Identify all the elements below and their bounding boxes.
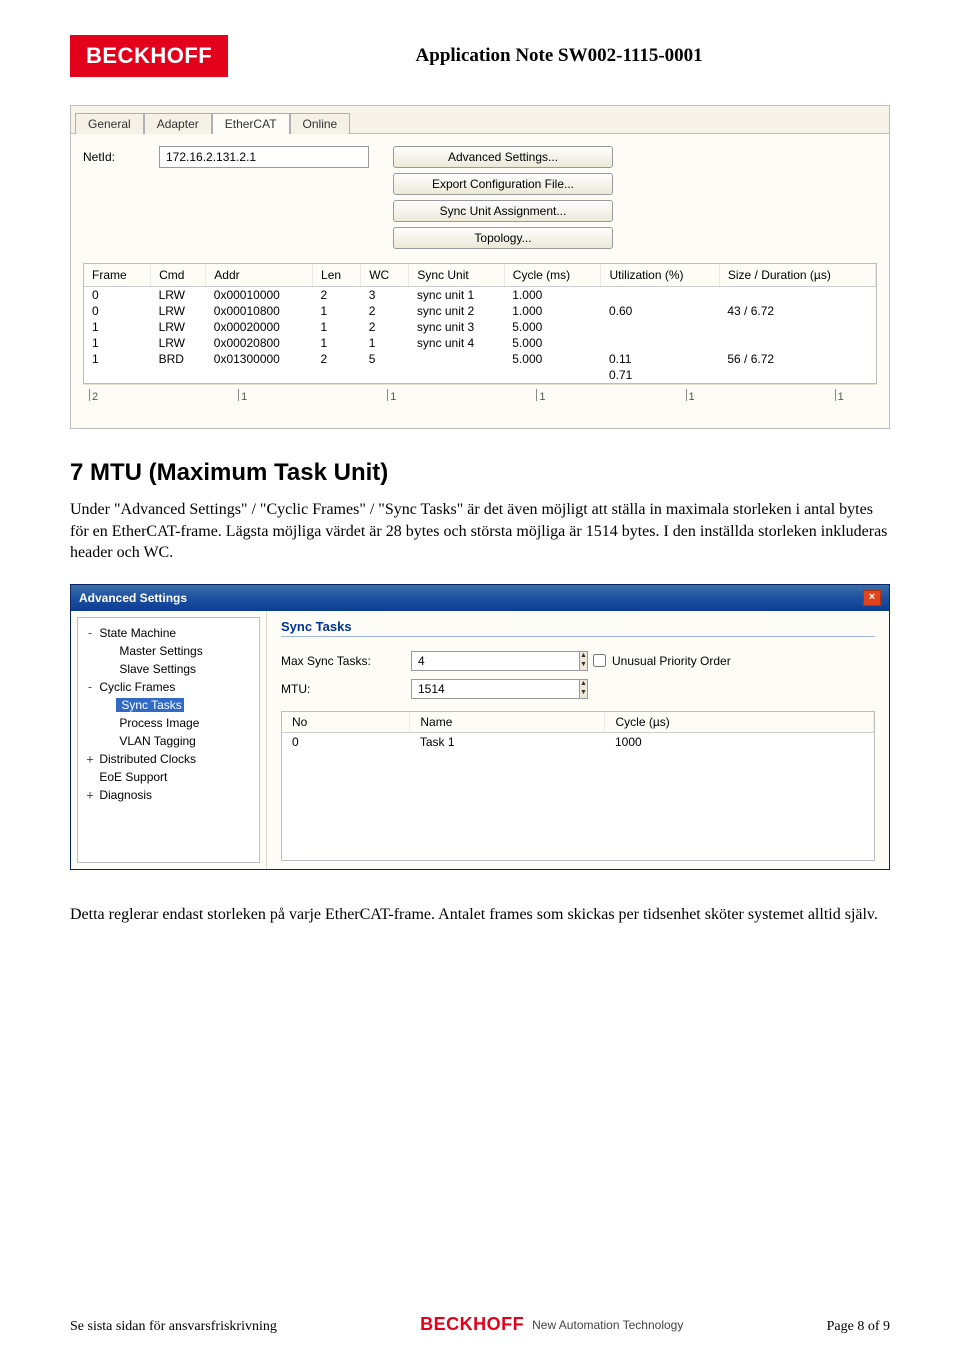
unusual-priority-checkbox[interactable] [593, 654, 606, 667]
tab-general[interactable]: General [75, 113, 144, 134]
col-header: Name [410, 712, 605, 733]
col-header: Frame [84, 264, 151, 287]
mtu-label: MTU: [281, 682, 401, 696]
pane-title: Sync Tasks [281, 619, 875, 637]
topology-button[interactable]: Topology... [393, 227, 613, 249]
spin-buttons[interactable]: ▲▼ [580, 679, 588, 699]
col-header: Size / Duration (µs) [719, 264, 875, 287]
tree-item[interactable]: Process Image [82, 714, 255, 732]
ethercat-panel: GeneralAdapterEtherCATOnline NetId: Adva… [70, 105, 890, 429]
tree-item[interactable]: VLAN Tagging [82, 732, 255, 750]
footer-logo: BECKHOFF New Automation Technology [420, 1314, 683, 1335]
tree-item[interactable]: Slave Settings [82, 660, 255, 678]
advanced-settings-button[interactable]: Advanced Settings... [393, 146, 613, 168]
col-header: Sync Unit [409, 264, 504, 287]
tree-item[interactable]: - State Machine [82, 624, 255, 642]
tree-item[interactable]: Sync Tasks [82, 696, 255, 714]
para1: Under "Advanced Settings" / "Cyclic Fram… [70, 499, 890, 564]
tree-item[interactable]: + Distributed Clocks [82, 750, 255, 768]
max-sync-input[interactable] [411, 651, 580, 671]
tasks-table: NoNameCycle (µs) 0Task 11000 [282, 712, 874, 751]
table-row: 1LRW0x0002080011sync unit 45.000 [84, 335, 876, 351]
max-sync-label: Max Sync Tasks: [281, 654, 401, 668]
sync-unit-assignment-button[interactable]: Sync Unit Assignment... [393, 200, 613, 222]
table-row: 0.71 [84, 367, 876, 383]
mtu-input[interactable] [411, 679, 580, 699]
netid-input[interactable] [159, 146, 369, 168]
col-header: Utilization (%) [601, 264, 719, 287]
settings-tree[interactable]: - State Machine Master Settings Slave Se… [77, 617, 260, 863]
tree-item[interactable]: - Cyclic Frames [82, 678, 255, 696]
unusual-priority-label: Unusual Priority Order [612, 654, 731, 668]
col-header: No [282, 712, 410, 733]
dialog-title: Advanced Settings [79, 591, 187, 605]
col-header: WC [361, 264, 409, 287]
export-configuration-file-button[interactable]: Export Configuration File... [393, 173, 613, 195]
table-row: 0LRW0x0001000023sync unit 11.000 [84, 287, 876, 304]
table-row: 1BRD0x01300000255.0000.1156 / 6.72 [84, 351, 876, 367]
spin-buttons[interactable]: ▲▼ [580, 651, 588, 671]
tree-item[interactable]: EoE Support [82, 768, 255, 786]
table-row: 1LRW0x0002000012sync unit 35.000 [84, 319, 876, 335]
netid-label: NetId: [83, 146, 153, 164]
page-number: Page 8 of 9 [827, 1319, 890, 1335]
document-title: Application Note SW002-1115-0001 [228, 45, 890, 67]
beckhoff-logo: BECKHOFF [70, 35, 228, 77]
table-row: 0LRW0x0001080012sync unit 21.0000.6043 /… [84, 303, 876, 319]
col-header: Cycle (µs) [605, 712, 874, 733]
tree-item[interactable]: Master Settings [82, 642, 255, 660]
tab-ethercat[interactable]: EtherCAT [212, 113, 290, 134]
col-header: Cmd [151, 264, 206, 287]
footer-left: Se sista sidan för ansvarsfriskrivning [70, 1319, 277, 1335]
frame-ruler: 211111 [83, 384, 877, 420]
tab-adapter[interactable]: Adapter [144, 113, 212, 134]
para2: Detta reglerar endast storleken på varje… [70, 904, 890, 926]
table-row: 0Task 11000 [282, 732, 874, 751]
section-heading: 7 MTU (Maximum Task Unit) [70, 459, 890, 487]
col-header: Addr [206, 264, 313, 287]
frames-table: FrameCmdAddrLenWCSync UnitCycle (ms)Util… [84, 264, 876, 383]
col-header: Len [313, 264, 361, 287]
advanced-settings-dialog: Advanced Settings × - State Machine Mast… [70, 584, 890, 870]
close-icon[interactable]: × [863, 590, 881, 606]
tab-online[interactable]: Online [290, 113, 351, 134]
tree-item[interactable]: + Diagnosis [82, 786, 255, 804]
col-header: Cycle (ms) [504, 264, 601, 287]
